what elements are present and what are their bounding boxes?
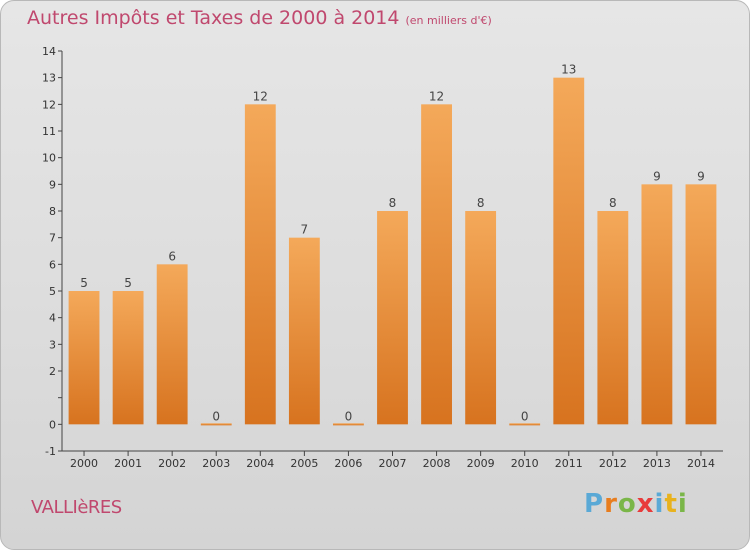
y-tick-label: 3 — [49, 338, 56, 351]
chart-unit: (en milliers d'€) — [405, 14, 492, 27]
data-label: 5 — [80, 276, 88, 290]
x-tick-label: 2004 — [246, 457, 274, 470]
bar — [421, 104, 452, 425]
y-tick-label: 14 — [42, 45, 56, 58]
y-tick-label: 5 — [49, 285, 56, 298]
y-tick-label: 9 — [49, 178, 56, 191]
x-tick-label: 2005 — [290, 457, 318, 470]
x-tick-label: 2012 — [599, 457, 627, 470]
x-tick-label: 2010 — [511, 457, 539, 470]
commune-name: VALLIèRES — [31, 497, 122, 518]
data-label: 5 — [124, 276, 132, 290]
y-tick-label: 13 — [42, 72, 56, 85]
bar — [200, 423, 232, 426]
data-label: 13 — [561, 63, 576, 77]
data-label: 7 — [301, 223, 309, 237]
logo-letter: P — [584, 489, 605, 519]
y-tick-label: 11 — [42, 125, 56, 138]
chart-title: Autres Impôts et Taxes de 2000 à 2014 (en… — [27, 7, 492, 29]
data-label: 6 — [168, 249, 176, 263]
logo-letter: t — [664, 489, 678, 519]
data-label: 0 — [212, 409, 220, 423]
logo-letter: r — [604, 489, 618, 519]
data-label: 8 — [477, 196, 485, 210]
data-label: 8 — [389, 196, 397, 210]
bar — [68, 291, 100, 425]
x-tick-label: 2003 — [202, 457, 230, 470]
y-tick-label: 4 — [49, 312, 56, 325]
bar — [685, 184, 717, 425]
bar — [553, 77, 585, 425]
x-tick-label: 2006 — [334, 457, 362, 470]
x-tick-label: 2014 — [687, 457, 715, 470]
data-label: 12 — [253, 89, 268, 103]
x-tick-label: 2007 — [379, 457, 407, 470]
x-tick-label: 2000 — [70, 457, 98, 470]
logo-letter: o — [617, 489, 637, 519]
logo-letter: i — [677, 489, 688, 519]
bar — [112, 291, 144, 425]
y-tick-label: 8 — [49, 205, 56, 218]
bar — [288, 237, 320, 425]
x-tick-label: 2008 — [423, 457, 451, 470]
data-label: 0 — [345, 409, 353, 423]
data-label: 9 — [653, 169, 661, 183]
y-tick-label: 0 — [49, 418, 56, 431]
data-label: 12 — [429, 89, 444, 103]
data-label: 8 — [609, 196, 617, 210]
bar — [244, 104, 276, 425]
x-tick-label: 2009 — [467, 457, 495, 470]
data-label: 9 — [697, 169, 705, 183]
y-tick-label: 7 — [49, 232, 56, 245]
bar — [156, 264, 188, 425]
y-tick-label: 12 — [42, 98, 56, 111]
logo-letter: i — [654, 489, 665, 519]
y-tick-label: 6 — [49, 258, 56, 271]
bar — [597, 211, 629, 425]
chart-title-text: Autres Impôts et Taxes de 2000 à 2014 — [27, 7, 400, 29]
y-tick-label: 2 — [49, 365, 56, 378]
x-tick-label: 2011 — [555, 457, 583, 470]
x-tick-label: 2001 — [114, 457, 142, 470]
proxiti-logo: Proxiti — [584, 489, 688, 519]
data-label: 0 — [521, 409, 529, 423]
x-tick-label: 2002 — [158, 457, 186, 470]
y-tick-label: 10 — [42, 152, 56, 165]
logo-letter: x — [636, 489, 655, 519]
bar — [509, 423, 541, 426]
bar — [333, 423, 364, 426]
bar — [465, 211, 497, 425]
x-tick-label: 2013 — [643, 457, 671, 470]
bar — [377, 211, 408, 425]
y-tick-label: -1 — [45, 445, 56, 458]
bar — [641, 184, 673, 425]
